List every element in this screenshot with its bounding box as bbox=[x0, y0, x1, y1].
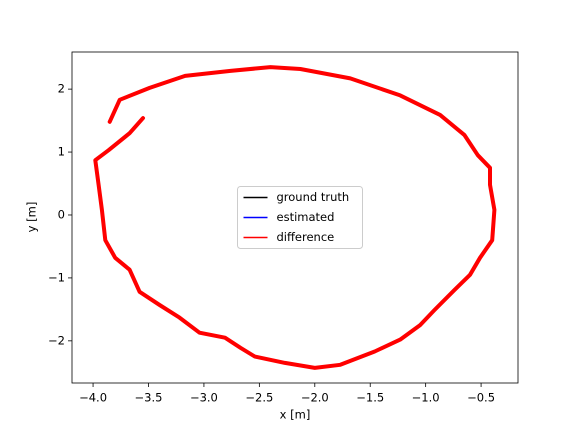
legend-label: estimated bbox=[277, 210, 335, 224]
series-line bbox=[93, 65, 497, 370]
x-tick-label: −0.5 bbox=[467, 391, 495, 405]
x-tick-label: −2.0 bbox=[301, 391, 329, 405]
legend-box bbox=[237, 186, 363, 249]
x-tick-label: −1.5 bbox=[356, 391, 384, 405]
x-tick-label: −3.0 bbox=[190, 391, 218, 405]
plot-frame bbox=[71, 51, 519, 384]
y-tick-label: −2 bbox=[48, 333, 65, 347]
x-tick-label: −1.0 bbox=[412, 391, 440, 405]
x-tick-label: −4.0 bbox=[79, 391, 107, 405]
x-tick-label: −3.5 bbox=[135, 391, 163, 405]
y-axis-label: y [m] bbox=[25, 202, 39, 233]
x-tick-label: −2.5 bbox=[245, 391, 273, 405]
y-tick-label: 2 bbox=[58, 82, 65, 96]
y-tick-label: 0 bbox=[58, 207, 65, 221]
y-tick-label: 1 bbox=[58, 145, 65, 159]
y-tick-label: −1 bbox=[48, 270, 65, 284]
x-axis-label: x [m] bbox=[280, 408, 311, 422]
legend-label: difference bbox=[277, 230, 335, 244]
legend-label: ground truth bbox=[277, 190, 350, 204]
